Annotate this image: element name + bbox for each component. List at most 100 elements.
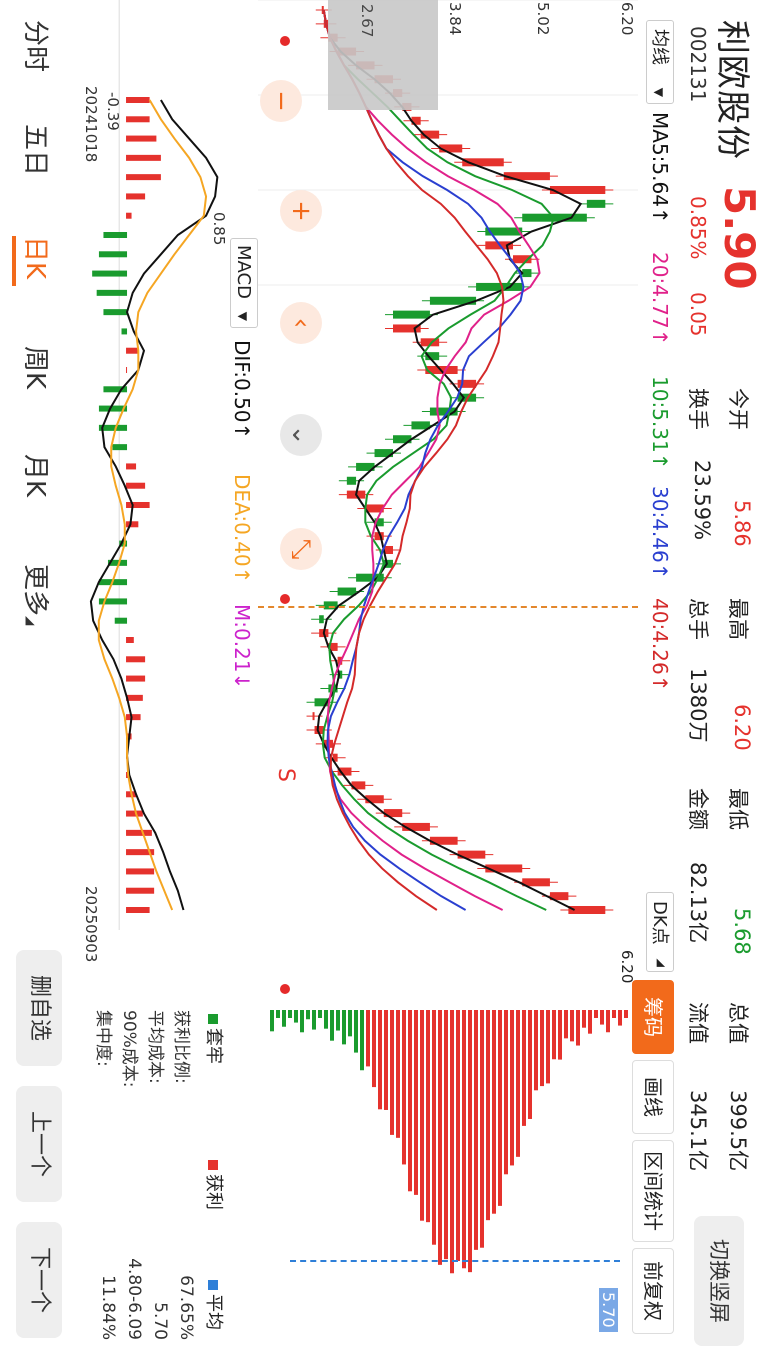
chevron-down-circle-icon[interactable]: ⌄ bbox=[280, 414, 322, 456]
indicator-selector[interactable]: MACD ▼ bbox=[230, 238, 258, 328]
tab-intraday[interactable]: 分时 bbox=[20, 20, 50, 73]
event-dot[interactable] bbox=[280, 594, 290, 604]
stat-value-high: 6.20 bbox=[730, 704, 754, 751]
chip-row-profit-ratio: 获利比例: 67.65% bbox=[170, 1010, 196, 1340]
chip-bar bbox=[612, 1010, 616, 1018]
candle-body bbox=[337, 587, 357, 596]
chip-bar bbox=[498, 1010, 502, 1206]
chip-bar bbox=[408, 1010, 412, 1192]
stat-value-turnover: 23.59% bbox=[690, 460, 714, 541]
candle-body bbox=[319, 615, 324, 624]
legend-swatch-green bbox=[208, 1014, 218, 1024]
legend-profit-label: 获利 bbox=[203, 1174, 224, 1210]
chip-bar bbox=[420, 1010, 424, 1221]
macd-bar bbox=[126, 675, 146, 682]
kline-candles bbox=[306, 6, 614, 914]
dea-line bbox=[97, 99, 208, 911]
ma-selector-label: 均线 bbox=[649, 29, 670, 65]
candle-body bbox=[393, 310, 430, 319]
candle-body bbox=[365, 504, 384, 513]
ma20-label: 20:4.77↑ bbox=[648, 252, 672, 346]
shrink-icon[interactable]: − bbox=[260, 80, 302, 122]
chip-bar bbox=[492, 1010, 496, 1214]
left-arrow-icon[interactable]: ‹ bbox=[280, 302, 322, 344]
ma10-line bbox=[321, 9, 555, 911]
chip-bar bbox=[546, 1010, 550, 1084]
candle-body bbox=[383, 546, 393, 554]
chip-bar bbox=[402, 1010, 406, 1165]
chip-bar bbox=[606, 1010, 610, 1033]
stat-label-open: 今开 bbox=[726, 388, 750, 430]
ma-selector[interactable]: 均线 ▼ bbox=[646, 20, 674, 104]
chip-row-label: 平均成本: bbox=[145, 1010, 165, 1084]
macd-bar bbox=[98, 405, 128, 412]
chip-bar bbox=[432, 1010, 436, 1245]
legend-swatch-blue bbox=[208, 1280, 218, 1290]
macd-bar bbox=[126, 97, 150, 103]
stat-label-high: 最高 bbox=[726, 598, 750, 640]
tab-forward-adjust[interactable]: 前复权 bbox=[632, 1248, 674, 1334]
macd-bar bbox=[126, 907, 150, 913]
candle-body bbox=[392, 435, 412, 444]
tab-chips[interactable]: 筹码 bbox=[632, 980, 674, 1054]
macd-bar bbox=[98, 424, 128, 431]
chip-bar bbox=[318, 1010, 322, 1018]
tab-draw[interactable]: 画线 bbox=[632, 1060, 674, 1134]
dif-label: DIF:0.50↑ bbox=[230, 340, 254, 440]
chip-bar bbox=[516, 1010, 520, 1157]
collapse-icon[interactable]: ⤡ bbox=[280, 528, 322, 570]
sell-marker[interactable]: S bbox=[273, 768, 298, 782]
tab-weekly-k[interactable]: 周K bbox=[20, 346, 50, 390]
chip-bar bbox=[366, 1010, 370, 1067]
chip-row-90-cost: 90%成本: 4.80-6.09 bbox=[118, 1010, 144, 1340]
dk-point-toggle[interactable]: DK点 ◢ bbox=[646, 892, 674, 972]
chip-bar bbox=[354, 1010, 358, 1053]
tab-more[interactable]: 更多◢ bbox=[19, 564, 56, 625]
chip-bar bbox=[528, 1010, 532, 1119]
indicator-selector-label: MACD bbox=[233, 245, 254, 299]
macd-bar bbox=[126, 174, 161, 181]
legend-average-label: 平均 bbox=[203, 1294, 224, 1330]
macd-tick-bottom: -0.39 bbox=[104, 92, 122, 131]
zoom-in-icon[interactable]: + bbox=[280, 190, 322, 232]
ma5-line bbox=[316, 9, 583, 911]
y-tick-4: 2.67 bbox=[358, 4, 376, 38]
change-pct: 0.85% bbox=[686, 196, 710, 260]
chip-row-label: 90%成本: bbox=[119, 1010, 139, 1088]
chip-row-label: 获利比例: bbox=[171, 1010, 191, 1084]
tab-interval-stats[interactable]: 区间统计 bbox=[632, 1140, 674, 1242]
switch-portrait-button[interactable]: 切换竖屏 bbox=[694, 1216, 744, 1346]
tab-five-day[interactable]: 五日 bbox=[20, 124, 50, 177]
macd-bar bbox=[103, 309, 128, 316]
chip-bar bbox=[480, 1010, 484, 1248]
tab-daily-k[interactable]: 日K bbox=[20, 236, 50, 280]
macd-bar bbox=[112, 444, 128, 451]
remove-watchlist-button[interactable]: 删自选 bbox=[16, 950, 62, 1066]
chip-bar bbox=[378, 1010, 382, 1110]
stat-label-total-value: 总值 bbox=[726, 1002, 750, 1044]
price-high-marker: 6.20 bbox=[618, 950, 636, 984]
chip-bar bbox=[600, 1010, 604, 1025]
chip-bar bbox=[564, 1010, 568, 1039]
next-stock-button[interactable]: 下一个 bbox=[16, 1222, 62, 1338]
chip-row-value: 4.80-6.09 bbox=[124, 1258, 144, 1340]
event-dot[interactable] bbox=[280, 984, 290, 994]
prev-stock-button[interactable]: 上一个 bbox=[16, 1086, 62, 1202]
legend-locked-label: 套牢 bbox=[203, 1028, 224, 1064]
tab-monthly-k[interactable]: 月K bbox=[20, 454, 50, 498]
chip-bar bbox=[618, 1010, 622, 1026]
chip-bar bbox=[384, 1010, 388, 1110]
chip-row-value: 11.84% bbox=[98, 1275, 118, 1340]
candle-body bbox=[549, 186, 606, 194]
kline-chart[interactable] bbox=[248, 0, 638, 970]
kline-ma-lines bbox=[316, 9, 583, 911]
candle-body bbox=[312, 712, 315, 721]
event-dot[interactable] bbox=[280, 36, 290, 46]
chip-bar bbox=[294, 1010, 298, 1023]
chip-bar bbox=[288, 1010, 292, 1018]
chip-bar bbox=[438, 1010, 442, 1265]
ma30-line bbox=[322, 9, 525, 911]
macd-chart[interactable] bbox=[63, 0, 228, 940]
chip-bar bbox=[468, 1010, 472, 1273]
tab-more-label: 更多 bbox=[20, 564, 50, 617]
